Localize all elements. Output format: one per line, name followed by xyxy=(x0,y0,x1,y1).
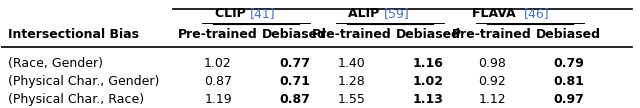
Text: 0.98: 0.98 xyxy=(478,57,506,70)
Text: Intersectional Bias: Intersectional Bias xyxy=(8,28,139,41)
Text: 1.02: 1.02 xyxy=(204,57,232,70)
Text: 1.16: 1.16 xyxy=(413,57,444,70)
Text: (Race, Gender): (Race, Gender) xyxy=(8,57,103,70)
Text: FLAVA: FLAVA xyxy=(472,7,524,20)
Text: 1.55: 1.55 xyxy=(338,93,366,106)
Text: ALIP: ALIP xyxy=(348,7,384,20)
Text: 1.12: 1.12 xyxy=(478,93,506,106)
Text: 0.92: 0.92 xyxy=(478,75,506,88)
Text: Debiased: Debiased xyxy=(396,28,461,41)
Text: [59]: [59] xyxy=(384,7,410,20)
Text: [41]: [41] xyxy=(250,7,276,20)
Text: Debiased: Debiased xyxy=(536,28,601,41)
Text: Pre-trained: Pre-trained xyxy=(312,28,392,41)
Text: (Physical Char., Gender): (Physical Char., Gender) xyxy=(8,75,159,88)
Text: [46]: [46] xyxy=(524,7,550,20)
Text: 0.71: 0.71 xyxy=(279,75,310,88)
Text: 1.40: 1.40 xyxy=(338,57,365,70)
Text: 0.81: 0.81 xyxy=(553,75,584,88)
Text: 0.97: 0.97 xyxy=(553,93,584,106)
Text: 0.87: 0.87 xyxy=(204,75,232,88)
Text: 1.02: 1.02 xyxy=(413,75,444,88)
Text: (Physical Char., Race): (Physical Char., Race) xyxy=(8,93,144,106)
Text: 1.28: 1.28 xyxy=(338,75,365,88)
Text: 1.13: 1.13 xyxy=(413,93,444,106)
Text: Debiased: Debiased xyxy=(262,28,327,41)
Text: CLIP: CLIP xyxy=(215,7,250,20)
Text: Pre-trained: Pre-trained xyxy=(178,28,258,41)
Text: 0.79: 0.79 xyxy=(553,57,584,70)
Text: 0.77: 0.77 xyxy=(279,57,310,70)
Text: Pre-trained: Pre-trained xyxy=(452,28,532,41)
Text: 0.87: 0.87 xyxy=(279,93,310,106)
Text: 1.19: 1.19 xyxy=(204,93,232,106)
